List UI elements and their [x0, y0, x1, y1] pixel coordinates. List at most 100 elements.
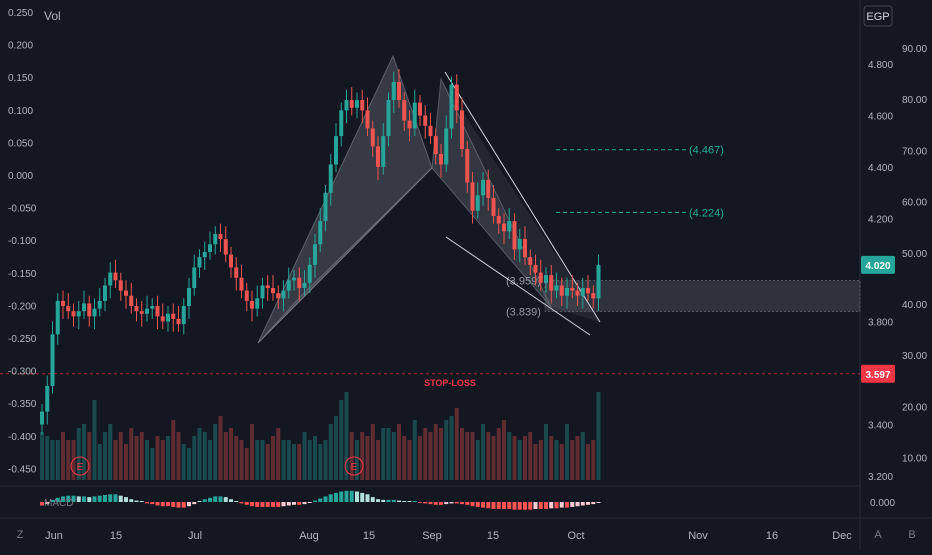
candle-body[interactable] — [192, 267, 197, 289]
candle-body[interactable] — [355, 100, 359, 108]
candle-body[interactable] — [423, 115, 428, 126]
candle-body[interactable] — [360, 100, 365, 111]
candle-body[interactable] — [160, 316, 165, 322]
candle-body[interactable] — [475, 195, 480, 211]
candle-body[interactable] — [297, 277, 302, 289]
candle-body[interactable] — [318, 221, 323, 245]
candle-body[interactable] — [92, 308, 97, 317]
candle-body[interactable] — [502, 223, 506, 232]
candle-body[interactable] — [302, 282, 307, 289]
candle-body[interactable] — [528, 257, 533, 265]
candle-body[interactable] — [554, 285, 559, 291]
candle-body[interactable] — [538, 272, 543, 283]
candle-body[interactable] — [486, 179, 491, 198]
candle-body[interactable] — [470, 182, 475, 211]
candle-body[interactable] — [544, 275, 548, 283]
candle-body[interactable] — [66, 306, 71, 312]
candle-body[interactable] — [549, 275, 554, 291]
candle-body[interactable] — [239, 277, 244, 291]
candle-body[interactable] — [376, 146, 380, 167]
candle-body[interactable] — [223, 239, 228, 255]
candle-body[interactable] — [339, 110, 344, 137]
candle-body[interactable] — [108, 272, 113, 286]
candle-body[interactable] — [323, 192, 328, 222]
candle-body[interactable] — [334, 136, 338, 165]
earnings-marker[interactable] — [70, 456, 90, 476]
candle-body[interactable] — [449, 84, 454, 129]
candle-body[interactable] — [208, 244, 212, 252]
candle-body[interactable] — [103, 285, 107, 301]
candle-body[interactable] — [176, 318, 181, 325]
candle-body[interactable] — [286, 280, 291, 291]
candle-body[interactable] — [171, 313, 176, 319]
candle-body[interactable] — [281, 290, 286, 299]
candle-body[interactable] — [496, 215, 501, 224]
candle-body[interactable] — [565, 288, 569, 296]
candle-body[interactable] — [349, 100, 354, 108]
candle-body[interactable] — [187, 288, 191, 307]
candle-body[interactable] — [113, 272, 118, 281]
candle-body[interactable] — [444, 128, 449, 165]
candle-body[interactable] — [402, 100, 407, 121]
candle-body[interactable] — [454, 84, 459, 111]
candle-body[interactable] — [166, 313, 170, 322]
candle-body[interactable] — [512, 221, 517, 250]
candle-body[interactable] — [260, 285, 265, 299]
candle-body[interactable] — [370, 128, 375, 147]
candle-body[interactable] — [50, 334, 55, 386]
candle-body[interactable] — [82, 303, 86, 312]
candle-body[interactable] — [586, 288, 590, 294]
wedge-upper-line[interactable] — [444, 71, 601, 323]
earnings-marker[interactable] — [344, 456, 364, 476]
log-scale-icon[interactable]: B — [908, 529, 915, 541]
candle-body[interactable] — [580, 288, 585, 296]
candle-body[interactable] — [218, 233, 223, 240]
wedge-lower-line[interactable] — [445, 236, 591, 336]
candle-body[interactable] — [428, 125, 433, 137]
candle-body[interactable] — [55, 300, 60, 335]
candle-body[interactable] — [491, 197, 496, 216]
candle-body[interactable] — [45, 385, 50, 412]
candle-body[interactable] — [118, 280, 123, 291]
candle-body[interactable] — [433, 136, 438, 155]
candle-body[interactable] — [234, 267, 239, 278]
candle-body[interactable] — [575, 290, 580, 296]
candle-body[interactable] — [307, 264, 312, 283]
candle-body[interactable] — [517, 239, 522, 250]
candle-body[interactable] — [271, 288, 275, 294]
candle-body[interactable] — [134, 306, 139, 312]
candle-body[interactable] — [460, 110, 464, 149]
candle-body[interactable] — [244, 290, 249, 301]
candle-body[interactable] — [412, 102, 417, 129]
candle-body[interactable] — [407, 120, 412, 129]
currency-badge[interactable] — [863, 5, 893, 27]
candle-body[interactable] — [202, 251, 207, 258]
candle-body[interactable] — [197, 257, 202, 268]
candle-body[interactable] — [391, 82, 396, 101]
candle-body[interactable] — [418, 102, 422, 116]
auto-scale-icon[interactable]: A — [874, 529, 882, 541]
candle-body[interactable] — [439, 154, 443, 165]
candle-body[interactable] — [129, 295, 134, 307]
candle-body[interactable] — [533, 264, 538, 273]
candle-body[interactable] — [255, 298, 260, 309]
candle-body[interactable] — [40, 411, 44, 425]
candle-body[interactable] — [386, 100, 391, 137]
candle-body[interactable] — [397, 82, 401, 101]
candle-body[interactable] — [87, 303, 92, 317]
candle-body[interactable] — [61, 300, 65, 307]
candle-body[interactable] — [591, 293, 596, 299]
candle-body[interactable] — [481, 179, 485, 196]
candle-body[interactable] — [139, 311, 144, 314]
candle-body[interactable] — [97, 300, 102, 309]
candle-body[interactable] — [181, 306, 186, 325]
candle-body[interactable] — [213, 233, 218, 245]
candle-body[interactable] — [559, 285, 564, 296]
candle-body[interactable] — [155, 306, 160, 317]
candle-body[interactable] — [596, 264, 601, 299]
candle-body[interactable] — [381, 136, 386, 167]
candle-body[interactable] — [344, 100, 349, 111]
candle-body[interactable] — [507, 221, 512, 232]
candle-body[interactable] — [76, 311, 81, 317]
candle-body[interactable] — [276, 293, 281, 299]
